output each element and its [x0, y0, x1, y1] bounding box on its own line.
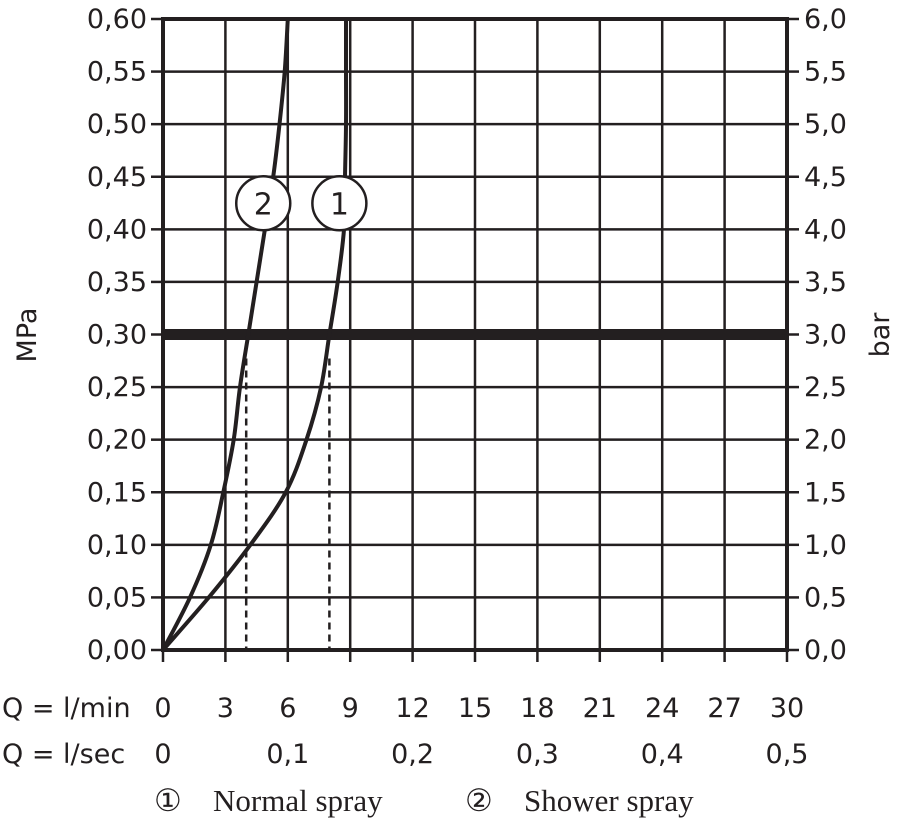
x-tick-label-lmin: 0	[154, 693, 171, 724]
legend: ① Normal spray ② Shower spray	[154, 783, 694, 818]
y-tick-label-left: 0,45	[87, 162, 147, 193]
y-axis-label-right: bar	[865, 312, 896, 358]
y-tick-label-left: 0,30	[87, 320, 147, 351]
y-tick-label-left: 0,55	[87, 57, 147, 88]
x-tick-label-lmin: 27	[707, 693, 741, 724]
y-tick-label-left: 0,25	[87, 372, 147, 403]
y-tick-label-right: 5,5	[804, 57, 847, 88]
series-1-badge	[311, 175, 368, 232]
legend-marker-1: ①	[154, 783, 182, 818]
series-badges: 12	[234, 175, 368, 232]
y-tick-label-right: 2,0	[804, 425, 847, 456]
tick-labels: 0,00 0,00,05 0,50,10 1,00,15 1,50,20 2,00,25 2…	[87, 4, 847, 770]
y-tick-label-right: 4,5	[804, 162, 847, 193]
y-tick-label-right: 1,5	[804, 477, 847, 508]
x-tick-label-lmin: 21	[583, 693, 617, 724]
x-tick-label-lmin: 15	[458, 693, 492, 724]
x-tick-label-lsec: 0,5	[766, 739, 809, 770]
y-tick-label-left: 0,35	[87, 267, 147, 298]
x-tick-label-lmin: 3	[217, 693, 234, 724]
y-axis-label-left: MPa	[12, 308, 43, 363]
x-tick-label-lmin: 9	[342, 693, 359, 724]
legend-label-1: Normal spray	[213, 783, 383, 818]
x-tick-label-lsec: 0,3	[516, 739, 559, 770]
y-tick-label-right: 1,0	[804, 530, 847, 561]
y-tick-label-right: 3,0	[804, 320, 847, 351]
x-tick-label-lmin: 6	[279, 693, 296, 724]
y-tick-label-right: 5,0	[804, 109, 847, 140]
series-2-curve	[161, 17, 290, 652]
y-tick-label-right: 3,5	[804, 267, 847, 298]
y-tick-label-left: 0,60	[87, 4, 147, 35]
y-tick-label-left: 0,20	[87, 425, 147, 456]
x-tick-label-lmin: 30	[770, 693, 804, 724]
y-tick-label-left: 0,00	[87, 635, 147, 666]
series-2-badge	[234, 175, 292, 232]
plot-frame-group	[161, 17, 789, 652]
x-tick-label-lmin: 24	[645, 693, 679, 724]
legend-label-2: Shower spray	[524, 783, 694, 818]
y-tick-label-left: 0,50	[87, 109, 147, 140]
x-tick-label-lmin: 12	[395, 693, 429, 724]
x-tick-label-lsec: 0,1	[266, 739, 309, 770]
y-tick-label-left: 0,10	[87, 530, 147, 561]
series-1-badge-label: 1	[330, 187, 349, 222]
y-tick-label-right: 4,0	[804, 214, 847, 245]
x-tick-label-lmin: 18	[520, 693, 554, 724]
y-tick-label-left: 0,40	[87, 214, 147, 245]
legend-marker-2: ②	[465, 783, 493, 818]
y-tick-label-left: 0,15	[87, 477, 147, 508]
x-axis-label-lsec: Q = l/sec	[2, 739, 125, 770]
y-tick-label-left: 0,05	[87, 582, 147, 613]
y-tick-label-right: 0,5	[804, 582, 847, 613]
series-1-curve	[161, 17, 349, 652]
x-axis-label-lmin: Q = l/min	[2, 693, 131, 724]
x-tick-label-lsec: 0	[154, 739, 171, 770]
y-tick-label-right: 2,5	[804, 372, 847, 403]
x-tick-label-lsec: 0,2	[391, 739, 434, 770]
plot-frame	[161, 17, 789, 652]
drop-lines	[244, 358, 331, 650]
series-curves	[161, 17, 349, 652]
y-tick-label-right: 0,0	[804, 635, 847, 666]
series-2-badge-label: 2	[254, 187, 273, 222]
y-tick-label-right: 6,0	[804, 4, 847, 35]
x-tick-label-lsec: 0,4	[641, 739, 684, 770]
